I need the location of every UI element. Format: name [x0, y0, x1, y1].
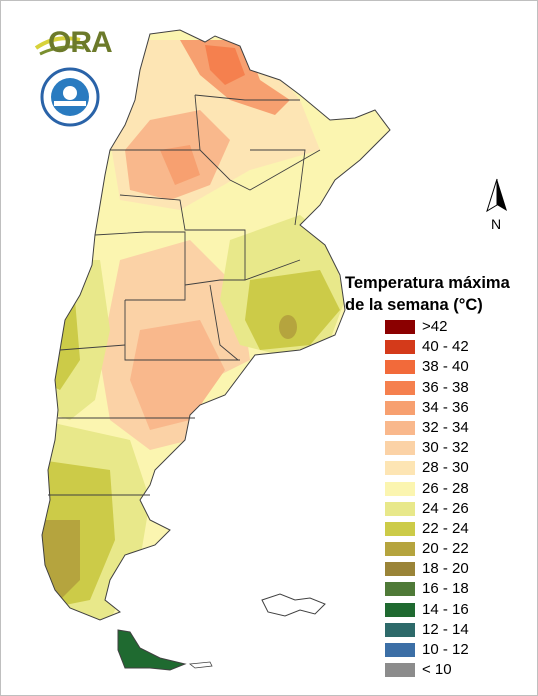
- legend-label: 12 - 14: [422, 620, 469, 638]
- logo-swoosh: [39, 45, 85, 56]
- legend-swatch: [385, 501, 415, 516]
- legend-swatch: [385, 582, 415, 597]
- ora-logo: [34, 26, 104, 62]
- legend-swatch: [385, 622, 415, 637]
- legend-swatch: [385, 643, 415, 657]
- legend-swatch: [385, 663, 415, 678]
- legend-label: 38 - 40: [422, 358, 469, 376]
- legend-label: 16 - 18: [422, 580, 469, 598]
- legend-swatch: [385, 441, 415, 456]
- logo-sun-arc: [34, 36, 81, 50]
- legend-swatch: [385, 521, 415, 536]
- legend-swatch: [385, 461, 415, 476]
- smn-seal-icon: [40, 67, 100, 127]
- legend-label: 32 - 34: [422, 418, 469, 436]
- legend-title-line1: Temperatura máxima: [345, 274, 510, 292]
- tierra-del-fuego: [117, 629, 187, 671]
- legend-swatch: [385, 542, 415, 557]
- legend-label: 36 - 38: [422, 378, 469, 396]
- north-arrow-icon: N: [480, 175, 514, 233]
- legend-label: < 10: [422, 661, 452, 679]
- legend-label: 20 - 22: [422, 540, 469, 558]
- legend-swatch: [385, 602, 415, 617]
- legend-label: 30 - 32: [422, 439, 469, 457]
- legend-swatch: [385, 360, 415, 375]
- ora-logo-text: ORA: [48, 26, 113, 59]
- malvinas-islands: [261, 593, 326, 617]
- legend-swatch: [385, 562, 415, 577]
- legend-label: >42: [422, 318, 448, 335]
- legend-label: 22 - 24: [422, 519, 469, 537]
- legend-label: 40 - 42: [422, 338, 469, 356]
- legend-swatch: [385, 400, 415, 415]
- legend-label: 14 - 16: [422, 600, 469, 618]
- north-label: N: [491, 216, 501, 232]
- legend-title-line2: de la semana (°C): [345, 296, 483, 314]
- legend-swatch: [385, 320, 415, 334]
- legend-swatch: [385, 420, 415, 435]
- legend-label: 26 - 28: [422, 479, 469, 497]
- legend-title: Temperatura máxima de la semana (°C): [345, 272, 510, 316]
- legend-swatch: [385, 340, 415, 355]
- legend-swatch: [385, 481, 415, 496]
- legend-label: 18 - 20: [422, 560, 469, 578]
- argentina-outline: [41, 29, 391, 621]
- legend-label: 28 - 30: [422, 459, 469, 477]
- staten-island: [188, 661, 213, 669]
- legend-label: 10 - 12: [422, 641, 469, 658]
- legend-swatch: [385, 380, 415, 395]
- legend-label: 34 - 36: [422, 398, 469, 416]
- province-borders: [48, 94, 321, 496]
- legend-label: 24 - 26: [422, 499, 469, 517]
